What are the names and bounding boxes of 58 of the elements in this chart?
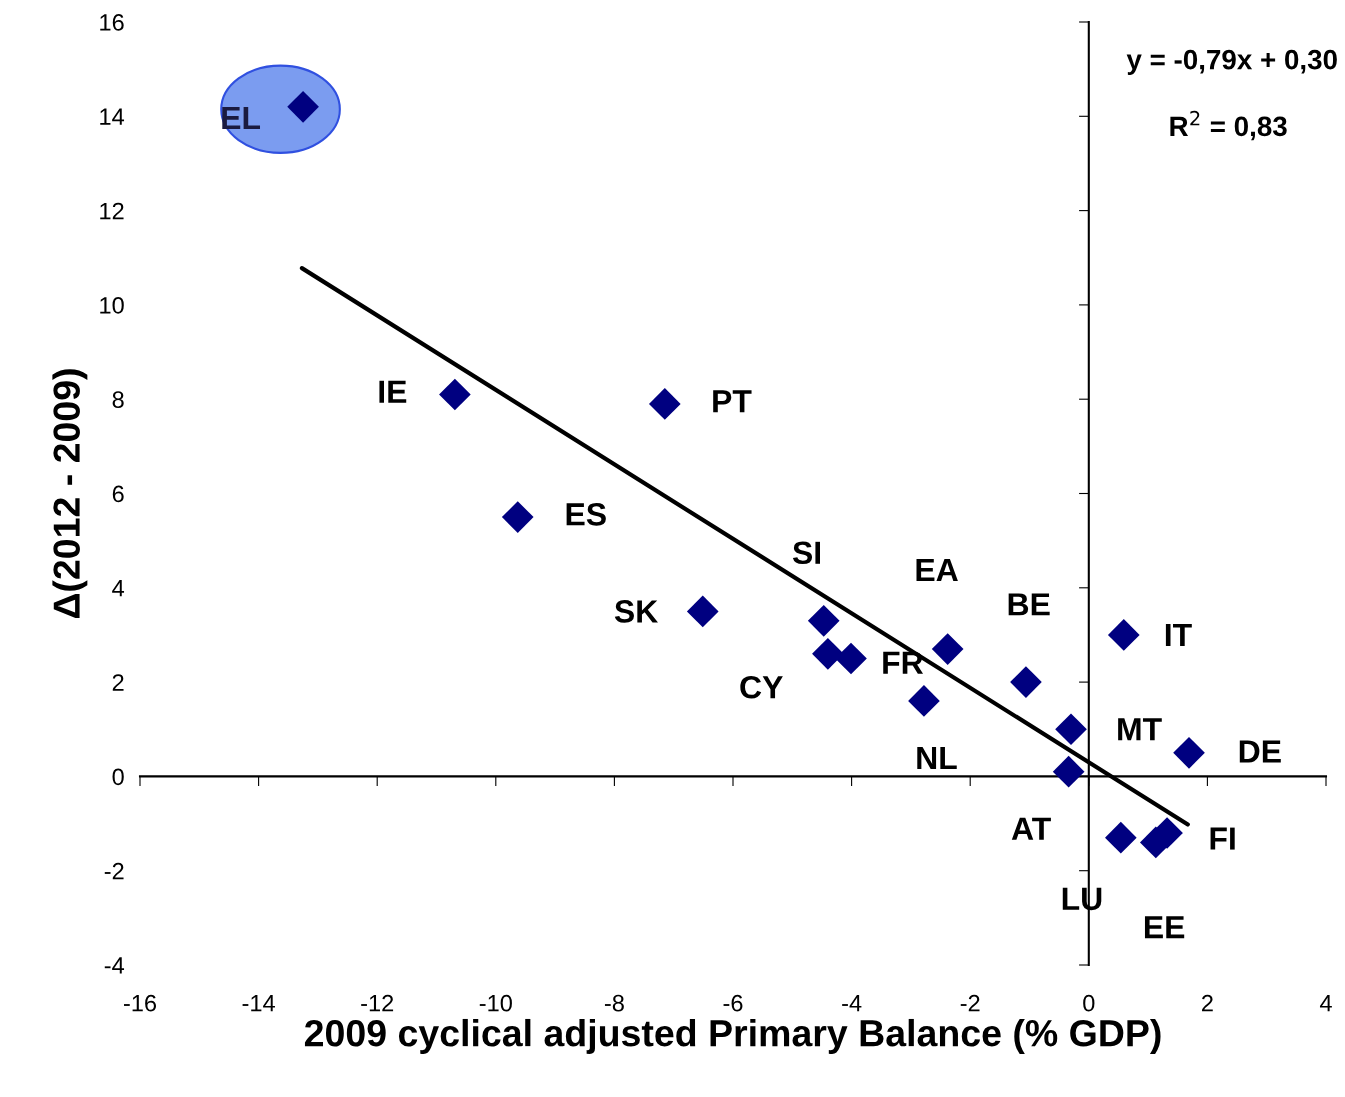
point bbox=[1173, 736, 1205, 769]
annotation: FI bbox=[1210, 827, 1235, 850]
point bbox=[686, 595, 719, 628]
point bbox=[648, 388, 681, 420]
x-tick-label: -2 bbox=[960, 994, 980, 1012]
annotation: EE bbox=[1144, 916, 1185, 939]
point bbox=[812, 637, 844, 670]
x-tick-label: -10 bbox=[479, 994, 512, 1012]
point bbox=[287, 91, 319, 123]
annotation: SK bbox=[614, 600, 658, 623]
x-tick-label: 2 bbox=[1202, 994, 1213, 1012]
y-axis-title: Δ(2012 - 2009) bbox=[52, 369, 88, 619]
y-tick-label: 12 bbox=[100, 202, 124, 220]
annotation: CY bbox=[740, 675, 783, 699]
annotation: BE bbox=[1008, 593, 1050, 616]
y-tick-label: 4 bbox=[112, 580, 125, 597]
y-tick-label: 2 bbox=[112, 674, 124, 691]
x-tick-label: -12 bbox=[361, 994, 394, 1012]
point bbox=[1055, 713, 1087, 746]
annotation: EL bbox=[222, 107, 260, 130]
y-tick-label: 16 bbox=[100, 14, 124, 31]
annotation: R$^{2}$ = 0,83 bbox=[1170, 110, 1287, 141]
annotation: IE bbox=[379, 380, 407, 403]
annotation: PT bbox=[713, 390, 752, 413]
x-tick-label: -16 bbox=[123, 994, 157, 1012]
x-tick-label: 0 bbox=[1083, 994, 1095, 1012]
point bbox=[908, 685, 940, 717]
point bbox=[439, 378, 471, 411]
point bbox=[1107, 619, 1140, 651]
annotation: EA bbox=[916, 558, 958, 581]
annotation: ES bbox=[566, 503, 606, 526]
x-tick-label: -8 bbox=[604, 994, 624, 1012]
y-tick-label: -4 bbox=[104, 957, 125, 974]
x-tick-label: -4 bbox=[842, 995, 862, 1012]
point bbox=[1010, 666, 1042, 698]
y-tick-label: 0 bbox=[112, 768, 124, 786]
x-tick-label: 4 bbox=[1319, 995, 1332, 1012]
annotation: SI bbox=[792, 541, 821, 565]
x-tick-label: -14 bbox=[242, 995, 275, 1012]
y-tick-label: 14 bbox=[100, 108, 125, 125]
annotation: AT bbox=[1011, 817, 1051, 840]
x-tick-label: -6 bbox=[723, 994, 743, 1012]
point bbox=[1104, 821, 1137, 854]
annotation: DE bbox=[1239, 740, 1281, 763]
y-tick-label: 10 bbox=[100, 296, 124, 314]
annotation: y = -0,79x + 0,30 bbox=[1126, 49, 1337, 75]
point bbox=[1052, 755, 1085, 788]
annotation: NL bbox=[917, 746, 957, 769]
point bbox=[501, 501, 534, 533]
y-tick-label: 8 bbox=[112, 391, 124, 408]
x-axis-title: 2009 cyclical adjusted Primary Balance (% GDP) bbox=[304, 1018, 1161, 1054]
point bbox=[807, 604, 840, 637]
y-tick-label: -2 bbox=[104, 862, 124, 880]
annotation: IT bbox=[1165, 624, 1192, 646]
y-tick-label: 6 bbox=[112, 485, 124, 503]
point bbox=[931, 633, 964, 665]
point bbox=[835, 642, 867, 675]
annotation: MT bbox=[1118, 718, 1162, 741]
